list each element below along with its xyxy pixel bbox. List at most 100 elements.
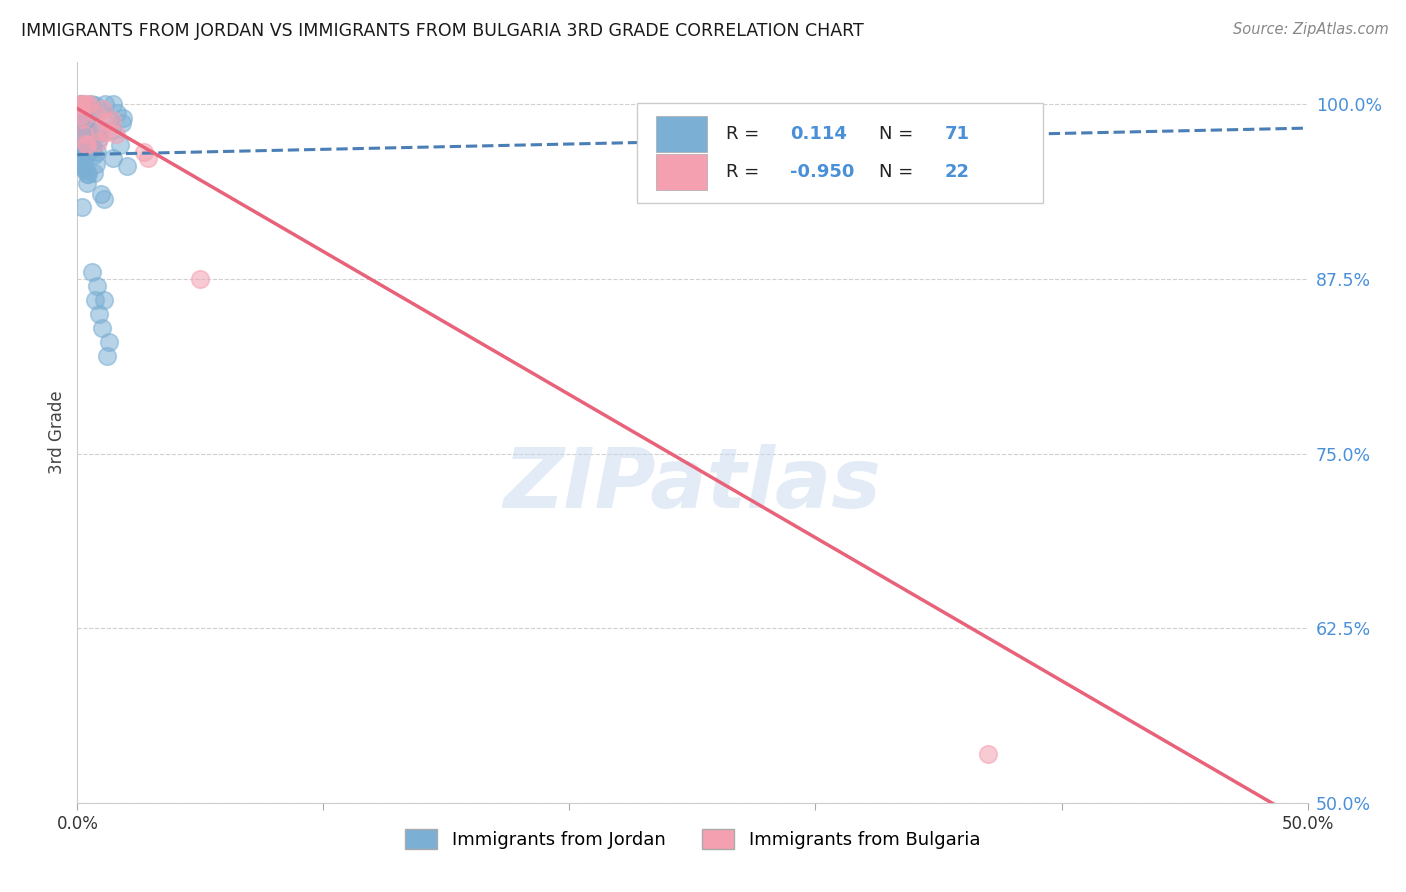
Point bbox=[69, 120, 91, 135]
Point bbox=[115, 159, 138, 173]
Point bbox=[77, 135, 100, 149]
Point bbox=[96, 349, 118, 363]
Bar bbox=[655, 117, 707, 152]
Point bbox=[90, 186, 112, 201]
Point bbox=[101, 151, 124, 165]
Point bbox=[132, 145, 155, 159]
Point bbox=[89, 307, 111, 321]
Point bbox=[82, 141, 104, 155]
Point bbox=[98, 334, 121, 349]
Point bbox=[75, 120, 97, 135]
Point bbox=[75, 115, 97, 129]
Point bbox=[89, 124, 111, 138]
Point bbox=[69, 97, 91, 112]
Point bbox=[69, 97, 91, 112]
Point bbox=[67, 116, 90, 130]
Point bbox=[69, 97, 91, 112]
Point bbox=[80, 142, 103, 156]
Point bbox=[70, 123, 93, 137]
Y-axis label: 3rd Grade: 3rd Grade bbox=[48, 391, 66, 475]
Point bbox=[83, 147, 105, 161]
Point bbox=[73, 160, 96, 174]
Point bbox=[77, 167, 100, 181]
Point bbox=[83, 293, 105, 307]
Point bbox=[93, 293, 115, 307]
Point bbox=[84, 98, 107, 112]
Point bbox=[72, 97, 94, 112]
Point bbox=[87, 130, 110, 145]
Point bbox=[75, 145, 97, 160]
Point bbox=[77, 97, 100, 112]
Point bbox=[67, 146, 90, 161]
Point bbox=[93, 97, 115, 112]
Point bbox=[90, 321, 114, 335]
Point bbox=[86, 135, 108, 149]
Text: R =: R = bbox=[725, 163, 759, 181]
Point bbox=[93, 193, 115, 207]
Text: ZIPatlas: ZIPatlas bbox=[503, 444, 882, 525]
Point bbox=[73, 144, 96, 158]
Point bbox=[82, 139, 104, 153]
Point bbox=[75, 97, 97, 112]
Point bbox=[70, 153, 93, 168]
Point bbox=[76, 176, 98, 190]
Point bbox=[83, 104, 105, 119]
Point bbox=[110, 116, 132, 130]
Point bbox=[66, 120, 89, 135]
Text: R =: R = bbox=[725, 125, 759, 144]
Point bbox=[104, 127, 127, 141]
Point bbox=[108, 137, 131, 152]
Text: N =: N = bbox=[880, 125, 914, 144]
Point bbox=[72, 200, 94, 214]
Point bbox=[76, 118, 98, 132]
Point bbox=[101, 97, 124, 112]
Point bbox=[84, 125, 107, 139]
Point bbox=[96, 125, 118, 139]
Bar bbox=[637, 103, 1043, 203]
Point bbox=[96, 115, 118, 129]
Bar bbox=[655, 154, 707, 190]
Text: 71: 71 bbox=[945, 125, 970, 144]
Point bbox=[70, 126, 93, 140]
Text: Source: ZipAtlas.com: Source: ZipAtlas.com bbox=[1233, 22, 1389, 37]
Point bbox=[100, 112, 122, 127]
Point bbox=[79, 97, 101, 112]
Point bbox=[87, 127, 110, 141]
Point bbox=[75, 126, 97, 140]
Point bbox=[977, 747, 1000, 761]
Text: 22: 22 bbox=[945, 163, 970, 181]
Point bbox=[75, 152, 97, 166]
Legend: Immigrants from Jordan, Immigrants from Bulgaria: Immigrants from Jordan, Immigrants from … bbox=[398, 822, 987, 856]
Point bbox=[70, 122, 93, 136]
Point bbox=[69, 131, 91, 145]
Point bbox=[76, 167, 98, 181]
Point bbox=[76, 145, 98, 160]
Point bbox=[70, 97, 93, 112]
Point bbox=[136, 151, 159, 165]
Point bbox=[72, 112, 94, 126]
Point bbox=[82, 265, 104, 279]
Point bbox=[84, 157, 107, 171]
Point bbox=[101, 122, 124, 136]
Text: IMMIGRANTS FROM JORDAN VS IMMIGRANTS FROM BULGARIA 3RD GRADE CORRELATION CHART: IMMIGRANTS FROM JORDAN VS IMMIGRANTS FRO… bbox=[21, 22, 863, 40]
Point bbox=[86, 279, 108, 293]
Point bbox=[66, 117, 89, 131]
Point bbox=[73, 161, 96, 176]
Point bbox=[105, 106, 128, 120]
Point bbox=[77, 127, 100, 141]
Point bbox=[75, 162, 97, 177]
Point bbox=[76, 145, 98, 159]
Point bbox=[86, 145, 108, 160]
Point bbox=[112, 111, 135, 125]
Point bbox=[67, 120, 90, 134]
Point bbox=[73, 115, 96, 129]
Point bbox=[69, 108, 91, 122]
Point bbox=[91, 102, 114, 116]
Point bbox=[72, 136, 94, 151]
Point bbox=[75, 137, 97, 152]
Point bbox=[79, 103, 101, 118]
Point bbox=[73, 128, 96, 142]
Point bbox=[73, 112, 96, 127]
Point bbox=[77, 146, 100, 161]
Point bbox=[84, 107, 107, 121]
